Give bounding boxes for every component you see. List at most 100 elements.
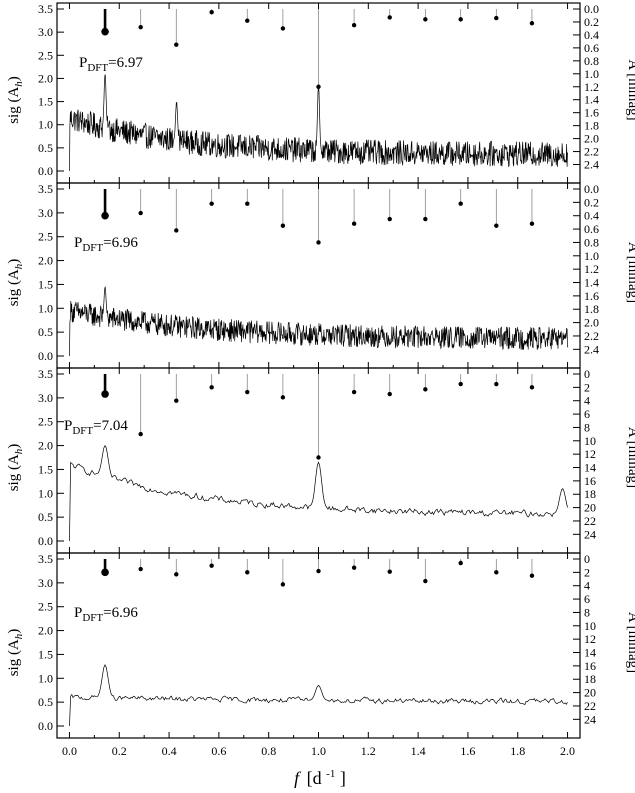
x-tick-label: 0.4 xyxy=(162,744,177,758)
y-left-axis-label: sig (Ah) xyxy=(6,444,25,492)
x-tick-label: 1.4 xyxy=(411,744,426,758)
y-left-tick-label: 3.0 xyxy=(38,25,53,39)
y-left-axis-label-main: sig (A xyxy=(6,269,22,306)
harmonic-dot xyxy=(494,570,499,575)
pdft-label: PDFT=6.96 xyxy=(74,235,138,254)
main-frequency-dot xyxy=(101,211,109,220)
pdft-label: PDFT=7.04 xyxy=(64,418,128,437)
harmonic-dot xyxy=(423,216,428,222)
y-left-tick-label: 3.5 xyxy=(38,2,53,16)
harmonic-dot xyxy=(316,455,321,460)
harmonic-dot xyxy=(529,385,535,390)
harmonic-dot xyxy=(174,42,179,47)
x-axis-label-main: f xyxy=(294,768,302,788)
x-axis-label-end: ] xyxy=(340,768,346,788)
y-left-tick-label: 0.5 xyxy=(38,510,53,524)
y-right-tick-label: 20 xyxy=(584,686,596,700)
y-left-axis-label: sig (Ah) xyxy=(6,629,25,677)
noise-series-line xyxy=(69,664,568,727)
x-tick-label: 0.6 xyxy=(211,744,226,758)
harmonic-dot xyxy=(209,385,214,390)
panel-1: 0.00.51.01.52.02.53.03.5 0.00.20.40.60.81… xyxy=(6,2,635,184)
y-left-tick-label: 1.0 xyxy=(38,301,53,315)
x-tick-label: 1.0 xyxy=(311,744,326,758)
x-tick-label: 2.0 xyxy=(560,744,575,758)
harmonic-dot xyxy=(316,568,321,574)
y-right-tick-label: 0.2 xyxy=(584,15,599,29)
y-left-tick-label: 0.0 xyxy=(38,534,53,548)
y-right-tick-label: 1.6 xyxy=(584,106,599,120)
y-right-tick-label: 6 xyxy=(584,592,590,606)
y-right-tick-label: 18 xyxy=(584,672,596,686)
y-right-tick-label: 2 xyxy=(584,380,590,394)
y-left-tick-label: 0.5 xyxy=(38,695,53,709)
harmonic-dot xyxy=(458,17,463,22)
y-right-tick-label: 0.8 xyxy=(584,235,599,249)
noise-series-line xyxy=(69,444,568,542)
y-right-tick-label: 2 xyxy=(584,565,590,579)
y-right-tick-label: 14 xyxy=(584,646,596,660)
y-left-tick-label: 1.5 xyxy=(38,647,53,661)
harmonic-dot xyxy=(387,216,392,222)
y-left-tick-label: 0.0 xyxy=(38,164,53,178)
harmonic-dot xyxy=(529,221,535,226)
pdft-label-p: P xyxy=(64,418,72,434)
harmonic-dot xyxy=(529,21,535,26)
y-right-tick-label: 22 xyxy=(584,699,596,713)
y-right-tick-label: 2.2 xyxy=(584,329,599,343)
y-right-tick-label: 2.0 xyxy=(584,132,599,146)
x-axis-label-unit: [d xyxy=(307,768,322,788)
y-right-tick-label: 2.0 xyxy=(584,316,599,330)
panels-group: 0.00.51.01.52.02.53.03.5 0.00.20.40.60.81… xyxy=(6,2,635,739)
y-right-tick-label: 0.0 xyxy=(584,2,599,16)
y-left-tick-label: 3.5 xyxy=(38,367,53,381)
harmonic-dot xyxy=(387,15,392,20)
y-right-axis-label: A [mmag] xyxy=(625,242,635,303)
y-right-tick-label: 0.6 xyxy=(584,222,599,236)
y-right-tick-label: 0.2 xyxy=(584,195,599,209)
y-left-tick-label: 2.5 xyxy=(38,230,53,244)
main-frequency-dot xyxy=(101,568,109,577)
x-tick-label: 1.2 xyxy=(361,744,376,758)
harmonic-dot xyxy=(423,578,428,584)
y-right-tick-label: 16 xyxy=(584,659,596,673)
x-tick-label: 1.8 xyxy=(510,744,525,758)
y-right-tick-label: 1.4 xyxy=(584,276,599,290)
harmonic-dot xyxy=(245,201,250,206)
pdft-label-p: P xyxy=(74,235,82,251)
y-right-tick-label: 24 xyxy=(584,712,596,726)
y-right-tick-label: 20 xyxy=(584,501,596,515)
y-left-tick-label: 2.5 xyxy=(38,600,53,614)
harmonic-dot xyxy=(245,570,250,575)
harmonic-dot xyxy=(529,573,535,578)
y-right-tick-label: 12 xyxy=(584,632,596,646)
x-axis-label: f [d -1 ] xyxy=(294,761,346,788)
pdft-label-value: =7.04 xyxy=(93,418,128,434)
harmonic-dot xyxy=(174,228,179,233)
y-right-tick-label: 1.4 xyxy=(584,93,599,107)
x-axis: 0.0 0.2 0.4 0.6 0.8 1.0 1.2 1.4 1.6 1.8 2.0 xyxy=(62,744,575,758)
pdft-label-p: P xyxy=(79,55,87,71)
y-left-tick-label: 0.0 xyxy=(38,719,53,733)
y-left-axis-label-sub: h xyxy=(13,633,25,639)
harmonic-dot xyxy=(138,566,143,572)
y-right-tick-label: 22 xyxy=(584,514,596,528)
harmonic-dot xyxy=(280,223,286,228)
pdft-label-sub: DFT xyxy=(87,62,108,74)
y-right-tick-label: 10 xyxy=(584,434,596,448)
y-left-tick-label: 3.0 xyxy=(38,576,53,590)
y-left-tick-label: 0.0 xyxy=(38,349,53,363)
panel-frame xyxy=(56,552,581,739)
y-left-axis-label-main: sig (A xyxy=(6,454,22,491)
y-right-tick-label: 24 xyxy=(584,527,596,541)
y-left-tick-label: 2.0 xyxy=(38,439,53,453)
y-right-tick-label: 18 xyxy=(584,487,596,501)
y-left-axis-label-main: sig (A xyxy=(6,87,22,124)
y-right-tick-label: 1.2 xyxy=(584,262,599,276)
harmonic-dot xyxy=(245,389,250,395)
y-left-axis-label-close: ) xyxy=(6,76,22,81)
y-right-tick-label: 2.4 xyxy=(584,342,599,356)
x-tick-label: 0.8 xyxy=(261,744,276,758)
y-left-tick-label: 1.0 xyxy=(38,671,53,685)
y-right-tick-label: 8 xyxy=(584,420,590,434)
